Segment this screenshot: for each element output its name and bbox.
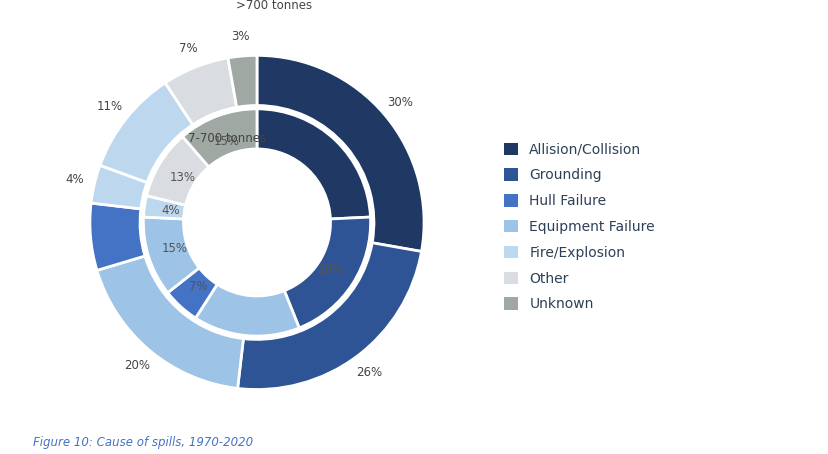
Wedge shape	[91, 165, 147, 209]
Wedge shape	[147, 137, 209, 205]
Text: 20%: 20%	[123, 359, 150, 372]
Text: Figure 10: Cause of spills, 1970-2020: Figure 10: Cause of spills, 1970-2020	[33, 436, 253, 449]
Wedge shape	[257, 109, 370, 219]
Wedge shape	[165, 58, 237, 125]
Text: 30%: 30%	[387, 96, 413, 109]
Wedge shape	[238, 243, 421, 390]
Text: 7%: 7%	[189, 280, 208, 293]
Wedge shape	[97, 256, 243, 389]
Text: 26%: 26%	[355, 366, 382, 379]
Text: 7-700 tonnes: 7-700 tonnes	[188, 133, 266, 145]
Wedge shape	[167, 268, 217, 318]
Text: 4%: 4%	[65, 173, 84, 186]
Text: 15%: 15%	[161, 242, 187, 256]
Wedge shape	[284, 217, 370, 328]
Text: >700 tonnes: >700 tonnes	[235, 0, 311, 12]
Text: 7%: 7%	[178, 42, 197, 55]
Wedge shape	[143, 196, 185, 219]
Text: 3%: 3%	[231, 30, 249, 43]
Wedge shape	[143, 217, 199, 293]
Wedge shape	[182, 109, 257, 167]
Wedge shape	[257, 55, 424, 252]
Wedge shape	[195, 284, 299, 336]
Wedge shape	[89, 203, 145, 271]
Text: 4%: 4%	[161, 203, 181, 217]
Text: 13%: 13%	[170, 171, 195, 184]
Text: 26%: 26%	[316, 263, 343, 276]
Wedge shape	[100, 83, 192, 183]
Text: 15%: 15%	[214, 134, 239, 148]
Text: 11%: 11%	[97, 100, 123, 113]
Legend: Allision/Collision, Grounding, Hull Failure, Equipment Failure, Fire/Explosion, : Allision/Collision, Grounding, Hull Fail…	[503, 143, 654, 311]
Wedge shape	[228, 55, 257, 107]
